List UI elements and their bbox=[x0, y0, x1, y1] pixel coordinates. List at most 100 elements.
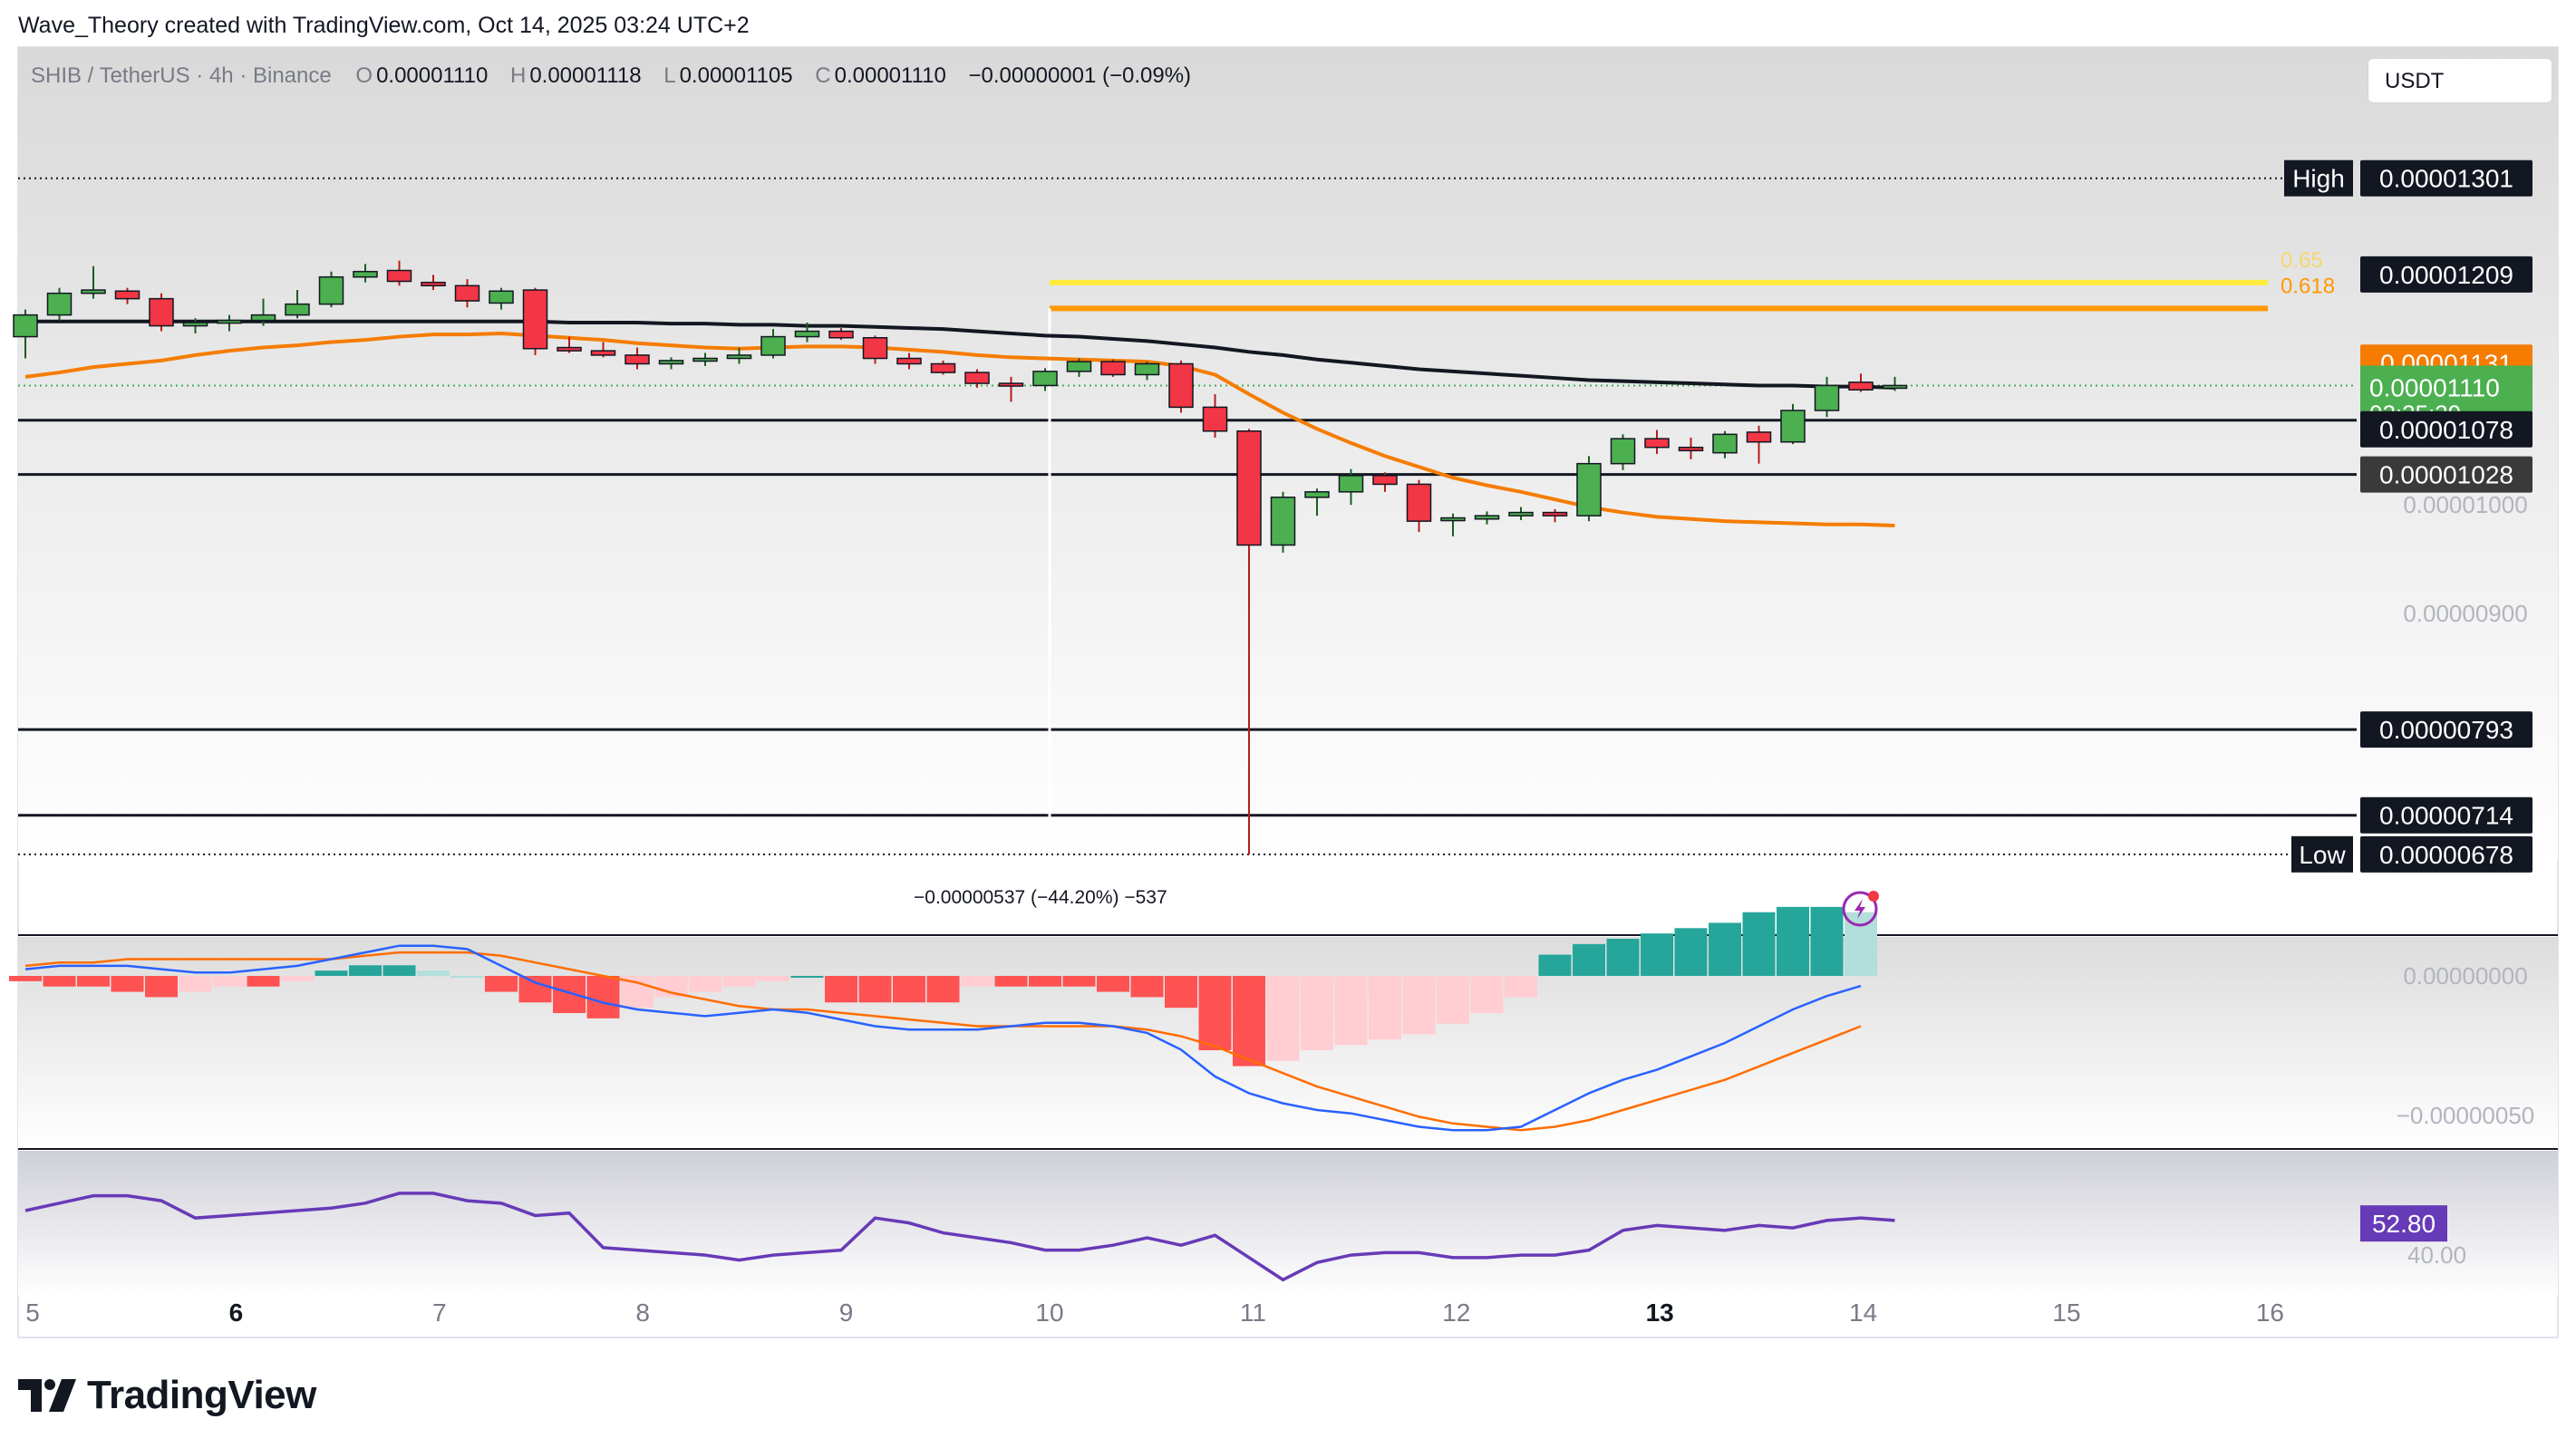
candle-body bbox=[1168, 362, 1194, 409]
measure-tool: −0.00000537 (−44.20%) −537 bbox=[914, 308, 1167, 908]
macd-histogram-bar bbox=[77, 976, 110, 987]
candle-body bbox=[1032, 371, 1058, 387]
low-price-tag: 0.00000678 bbox=[2379, 841, 2513, 869]
candle-body bbox=[217, 319, 242, 324]
candle-body bbox=[1882, 384, 1908, 390]
candle-up bbox=[1576, 456, 1602, 522]
macd-histogram-bar bbox=[961, 976, 993, 987]
candle-up bbox=[217, 314, 242, 332]
time-axis[interactable]: 5 6 7 8 9 10 11 12 13 14 15 16 bbox=[25, 1298, 2284, 1327]
symbol-name[interactable]: SHIB / TetherUS · 4h · Binance bbox=[31, 63, 332, 88]
candle-body bbox=[1134, 362, 1160, 376]
candle-down bbox=[1406, 479, 1432, 533]
time-axis-label: 5 bbox=[25, 1298, 40, 1327]
macd-line bbox=[24, 944, 1862, 1132]
macd-histogram-bar bbox=[1742, 912, 1776, 976]
price-axis-label: 0.00000900 bbox=[2403, 600, 2527, 627]
candle-body bbox=[964, 372, 990, 384]
candle-down bbox=[964, 369, 990, 388]
candle-body bbox=[760, 335, 786, 356]
lightning-icon[interactable] bbox=[1842, 891, 1879, 927]
candle-up bbox=[182, 318, 208, 333]
macd-histogram-bar bbox=[825, 976, 857, 1003]
candle-body bbox=[522, 289, 548, 350]
macd-histogram-bar bbox=[1709, 922, 1741, 976]
macd-histogram-bar bbox=[1097, 976, 1129, 992]
candle-body bbox=[46, 292, 73, 316]
macd-histogram-bar bbox=[1130, 976, 1164, 998]
price-axis-label: 0.00001000 bbox=[2403, 491, 2527, 518]
macd-histogram-bar bbox=[1437, 976, 1469, 1024]
fib-levels: 0.650.618 bbox=[1050, 248, 2335, 312]
macd-histogram-bar bbox=[1641, 933, 1673, 976]
candle-body bbox=[625, 354, 650, 365]
candle-body bbox=[1678, 446, 1704, 452]
candle-up bbox=[1066, 358, 1092, 377]
candle-up bbox=[794, 322, 820, 343]
candle-body bbox=[726, 354, 752, 360]
candle-body bbox=[1576, 462, 1602, 516]
candle-down bbox=[1100, 359, 1126, 377]
candle-body bbox=[896, 357, 922, 365]
candle-body bbox=[1780, 410, 1806, 443]
candle-down bbox=[1848, 373, 1874, 392]
macd-histogram-bar bbox=[383, 965, 416, 976]
candle-up bbox=[692, 352, 718, 366]
high-marker-bg bbox=[2284, 159, 2353, 197]
candle-down bbox=[1202, 394, 1228, 438]
macd-histogram-bar bbox=[450, 976, 484, 978]
candle-down bbox=[114, 287, 140, 304]
candle-body bbox=[692, 357, 718, 362]
candle-body bbox=[1066, 361, 1092, 372]
currency-button[interactable]: USDT bbox=[2368, 58, 2552, 103]
candle-body bbox=[658, 360, 684, 365]
low-value: 0.00001105 bbox=[679, 63, 793, 88]
candle-down bbox=[930, 360, 956, 375]
macd-histogram-bar bbox=[485, 976, 518, 992]
candle-up bbox=[318, 271, 344, 308]
candle-up bbox=[1814, 376, 1840, 418]
macd-histogram-bar bbox=[1301, 976, 1333, 1051]
macd-histogram-bar bbox=[1538, 954, 1572, 976]
candle-body bbox=[285, 303, 310, 316]
candle-up bbox=[13, 309, 38, 359]
high-marker-label: High bbox=[2292, 165, 2345, 193]
rsi-axis-label: 40.00 bbox=[2407, 1241, 2466, 1269]
candle-down bbox=[998, 376, 1024, 402]
time-axis-label: 11 bbox=[1240, 1298, 1266, 1327]
candle-up bbox=[726, 347, 752, 364]
candle-up bbox=[1338, 468, 1364, 506]
candle-down bbox=[149, 293, 174, 332]
candle-up bbox=[1440, 513, 1466, 536]
level-price-tag: 0.00001078 bbox=[2379, 416, 2513, 444]
candle-body bbox=[1202, 406, 1228, 432]
candle-down bbox=[590, 342, 616, 358]
candle-up bbox=[46, 287, 73, 321]
tradingview-logo[interactable]: TradingView bbox=[18, 1370, 316, 1421]
candle-body bbox=[182, 322, 208, 327]
candle-down bbox=[557, 336, 582, 353]
ema-slow-line bbox=[25, 319, 1895, 390]
macd-histogram-bar bbox=[1369, 976, 1401, 1040]
open-value: 0.00001110 bbox=[376, 63, 489, 88]
candle-down bbox=[828, 327, 854, 341]
candle-body bbox=[930, 362, 956, 373]
candle-down bbox=[421, 275, 446, 291]
level-price-tag: 0.00001209 bbox=[2379, 261, 2513, 289]
macd-histogram-bar bbox=[1165, 976, 1197, 1009]
candles[interactable] bbox=[13, 260, 1908, 854]
high-value: 0.00001118 bbox=[529, 63, 642, 88]
candle-up bbox=[1610, 434, 1636, 470]
price-axis[interactable]: 0.00001000 0.00000900 0.00001301 High 0.0000… bbox=[2284, 159, 2532, 873]
candle-down bbox=[1542, 508, 1568, 523]
rsi-value-label: 52.80 bbox=[2372, 1210, 2436, 1238]
macd-histogram-bar bbox=[1470, 976, 1504, 1014]
macd-histogram-bar bbox=[111, 976, 144, 992]
macd-histogram-bar bbox=[43, 976, 76, 987]
macd-histogram-bar bbox=[1198, 976, 1232, 1051]
macd-histogram-bar bbox=[553, 976, 586, 1014]
macd-histogram-bar bbox=[417, 970, 450, 976]
candle-body bbox=[149, 297, 174, 327]
low-marker-label: Low bbox=[2299, 841, 2346, 869]
